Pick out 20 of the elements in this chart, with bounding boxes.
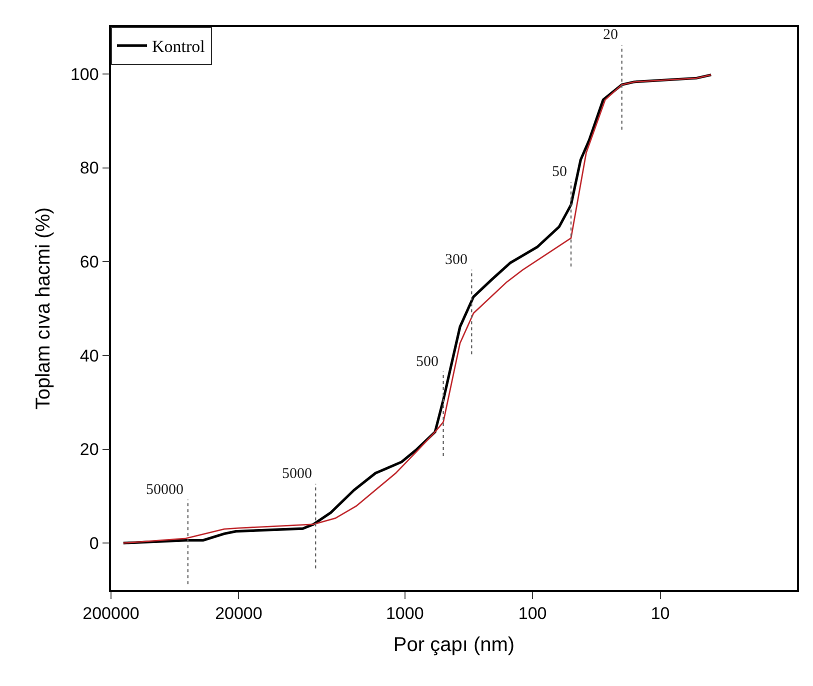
x-axis-title: Por çapı (nm) [393,634,515,656]
y-tick-label: 20 [80,440,99,460]
x-tick-label: 1000 [386,604,424,624]
y-axis-title: Toplam cıva hacmi (%) [32,207,54,410]
ref-line-label: 50 [552,164,567,180]
ref-line-label: 300 [445,252,468,268]
y-tick-label: 100 [70,64,99,84]
ref-line-label: 5000 [282,466,312,482]
x-tick-label: 10 [650,604,670,624]
y-tick-label: 80 [80,158,99,178]
legend-label: Kontrol [152,37,206,56]
ref-line-label: 50000 [146,482,184,498]
y-tick-label: 60 [80,252,99,272]
y-tick-label: 40 [80,346,99,366]
x-tick-label: 100 [518,604,547,624]
y-tick-label: 0 [89,534,99,554]
x-tick-label: 20000 [215,604,262,624]
ref-line-label: 20 [603,27,618,43]
x-tick-label: 200000 [82,604,140,624]
ref-line-label: 500 [416,354,438,370]
